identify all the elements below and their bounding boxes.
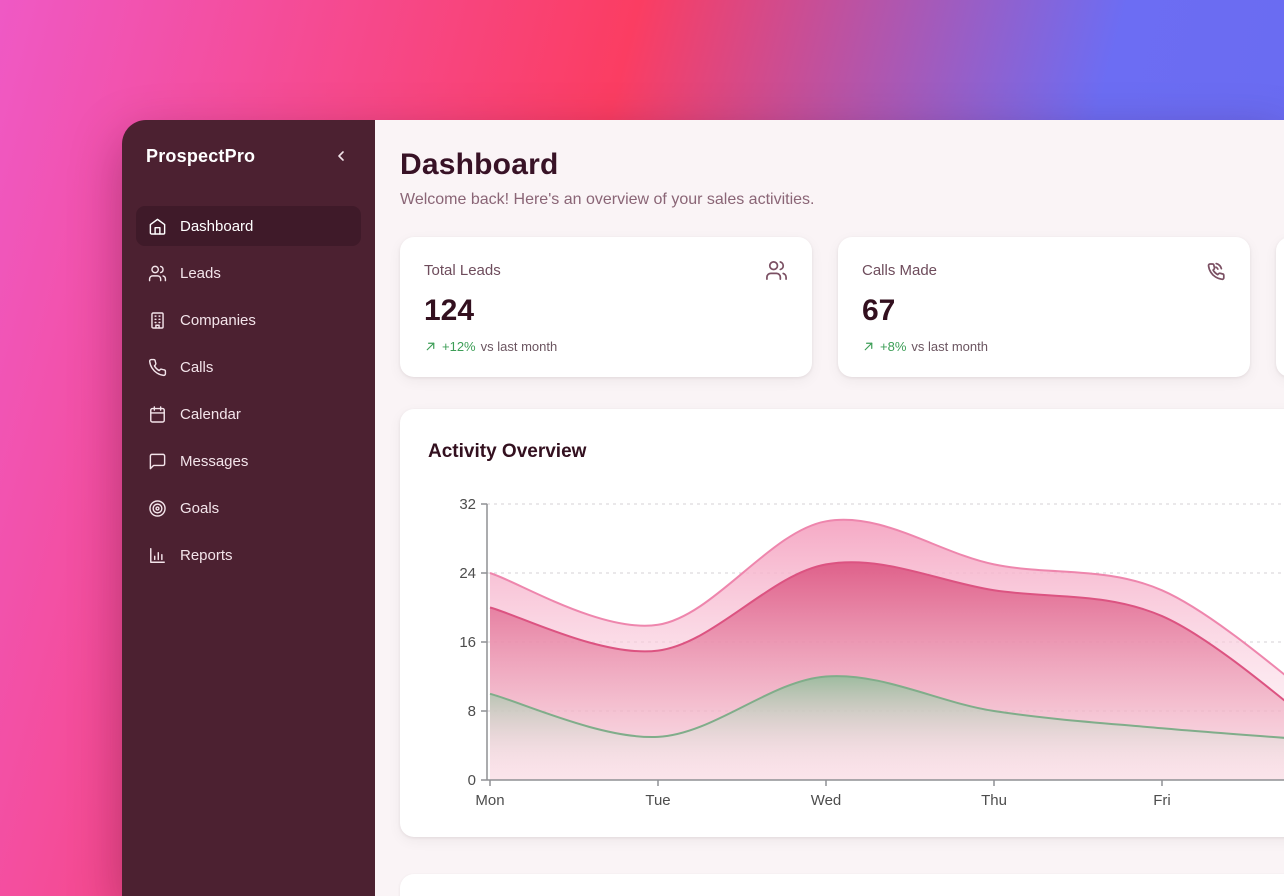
sidebar: ProspectPro Dashboard Leads — [122, 120, 375, 896]
sidebar-collapse-button[interactable] — [329, 144, 353, 168]
sidebar-item-label: Dashboard — [180, 217, 254, 235]
app-window: ProspectPro Dashboard Leads — [122, 120, 1284, 896]
sidebar-item-label: Calendar — [180, 405, 241, 423]
home-icon — [148, 217, 167, 236]
stat-change-percent: +12% — [442, 339, 476, 354]
app-logo-text: ProspectPro — [146, 145, 256, 166]
target-icon — [148, 499, 167, 518]
sidebar-item-messages[interactable]: Messages — [136, 441, 361, 481]
calendar-icon — [148, 405, 167, 424]
sidebar-item-label: Leads — [180, 264, 221, 282]
stat-change-note: vs last month — [911, 339, 988, 354]
sidebar-item-label: Calls — [180, 358, 214, 376]
stat-card-partial — [1276, 237, 1284, 377]
svg-text:0: 0 — [468, 772, 476, 789]
stat-card-calls-made: Calls Made 67 +8% vs last month — [838, 237, 1250, 377]
sidebar-item-label: Messages — [180, 452, 249, 470]
sidebar-item-label: Reports — [180, 546, 233, 564]
stat-label: Calls Made — [862, 262, 938, 279]
page-title: Dashboard — [400, 148, 559, 181]
sidebar-item-leads[interactable]: Leads — [136, 253, 361, 293]
stat-card-total-leads: Total Leads 124 +12% vs last month — [400, 237, 812, 377]
activity-chart: 0 8 16 24 32 Mon Tue Wed Thu Fri — [459, 496, 1284, 809]
trend-up-icon — [862, 340, 875, 353]
sidebar-item-goals[interactable]: Goals — [136, 488, 361, 528]
stat-value: 124 — [424, 294, 475, 327]
sidebar-item-calendar[interactable]: Calendar — [136, 394, 361, 434]
svg-text:Thu: Thu — [981, 792, 1007, 809]
activity-overview-card: Activity Overview 0 8 16 24 32 Mon Tue Wed Thu Fr… — [400, 409, 1284, 837]
svg-text:Tue: Tue — [645, 792, 670, 809]
chevron-left-icon — [333, 148, 349, 164]
partial-card — [400, 874, 1284, 896]
svg-text:32: 32 — [459, 496, 476, 513]
sidebar-item-calls[interactable]: Calls — [136, 347, 361, 387]
brand-row: ProspectPro — [136, 144, 361, 168]
page-subtitle: Welcome back! Here's an overview of your… — [400, 191, 815, 208]
sidebar-item-label: Goals — [180, 499, 220, 517]
message-icon — [148, 452, 167, 471]
svg-text:8: 8 — [468, 703, 476, 720]
trend-up-icon — [424, 340, 437, 353]
stat-value: 67 — [862, 294, 896, 327]
sidebar-item-label: Companies — [180, 311, 256, 329]
activity-overview-title: Activity Overview — [428, 441, 587, 462]
users-icon — [148, 264, 167, 283]
users-icon — [765, 259, 788, 287]
main-content: Dashboard Welcome back! Here's an overvi… — [375, 120, 1284, 896]
stats-row: Total Leads 124 +12% vs last month — [400, 237, 1284, 377]
sidebar-item-dashboard[interactable]: Dashboard — [136, 206, 361, 246]
sidebar-nav: Dashboard Leads Companies Calls — [136, 206, 361, 582]
svg-text:Mon: Mon — [475, 792, 504, 809]
svg-text:Fri: Fri — [1153, 792, 1171, 809]
stat-label: Total Leads — [424, 262, 501, 279]
sidebar-item-reports[interactable]: Reports — [136, 535, 361, 575]
svg-text:Wed: Wed — [811, 792, 842, 809]
stat-change-percent: +8% — [880, 339, 907, 354]
phone-icon — [148, 358, 167, 377]
building-icon — [148, 311, 167, 330]
svg-text:24: 24 — [459, 565, 476, 582]
svg-text:16: 16 — [459, 634, 476, 651]
stat-change-note: vs last month — [480, 339, 558, 354]
sidebar-item-companies[interactable]: Companies — [136, 300, 361, 340]
bar-chart-icon — [148, 546, 167, 565]
phone-call-icon — [1203, 259, 1226, 287]
